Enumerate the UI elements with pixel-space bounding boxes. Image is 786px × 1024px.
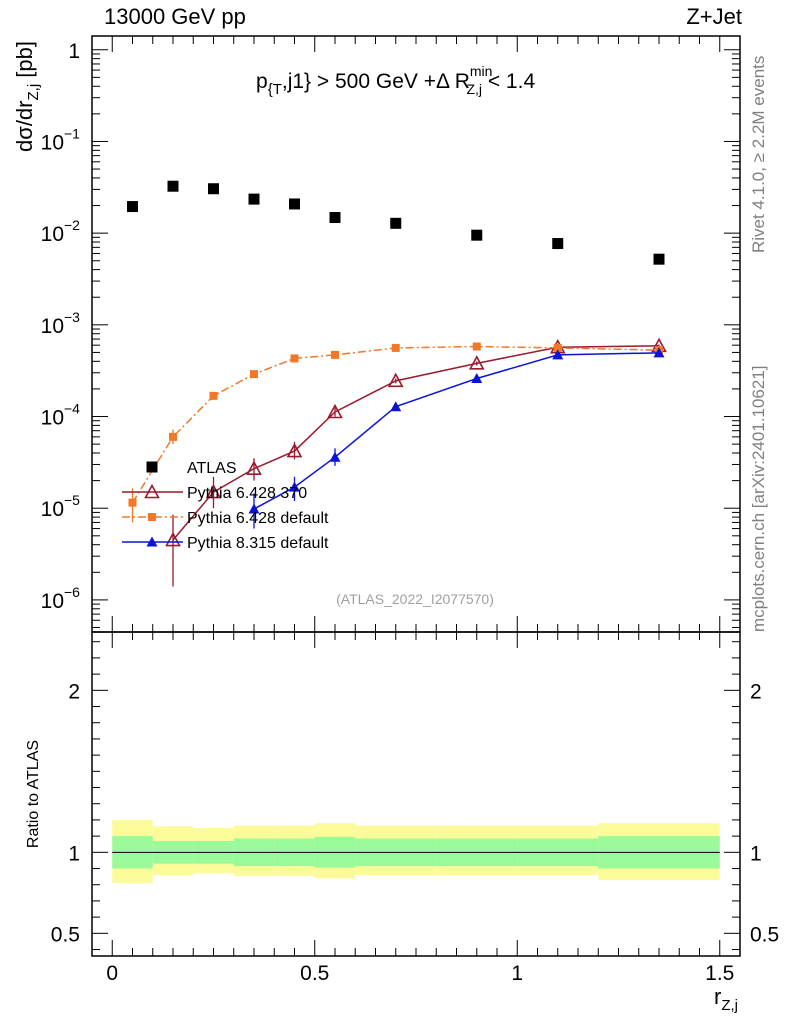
y-tick-label: 10 — [41, 590, 64, 613]
ratio-y-tick-label: 1 — [68, 842, 80, 865]
y-tick-exponent: −3 — [64, 309, 80, 325]
series-1 — [165, 337, 667, 587]
series-3 — [248, 347, 665, 529]
y-tick-exponent: −6 — [64, 584, 80, 600]
data-point — [653, 253, 665, 265]
y-tick-label: 1 — [68, 40, 80, 63]
y-tick-label: 10 — [41, 223, 64, 246]
x-tick-label: 1.5 — [705, 962, 734, 985]
data-point — [208, 183, 219, 195]
ratio-y-tick-label-right: 1 — [750, 842, 762, 865]
analysis-watermark: (ATLAS_2022_I2077570) — [336, 591, 494, 607]
data-point — [169, 432, 177, 441]
y-tick-label: 10 — [41, 407, 64, 430]
y-tick-label: 10 — [41, 131, 64, 154]
data-point — [205, 483, 222, 499]
legend-marker — [146, 536, 158, 547]
data-point — [471, 229, 483, 241]
data-point — [653, 347, 665, 358]
x-tick-label: 1 — [511, 962, 523, 985]
y-tick-exponent: −4 — [64, 401, 80, 417]
plot-title: p{T,j1} > 500 GeV +Δ Rmin Z,j < 1.4 — [256, 63, 535, 98]
legend-marker — [144, 483, 160, 499]
ratio-y-tick-label: 0.5 — [51, 923, 80, 946]
legend-entry: Pythia 6.428 default — [122, 510, 329, 527]
data-point — [468, 355, 485, 370]
data-point — [472, 342, 481, 351]
y-tick-label: 10 — [41, 498, 64, 521]
data-point — [248, 193, 260, 205]
data-point — [165, 531, 181, 547]
data-point — [128, 498, 137, 507]
series-line — [131, 345, 660, 504]
y-tick-exponent: −1 — [64, 125, 80, 141]
legend-label: Pythia 8.315 default — [187, 535, 329, 552]
data-point — [290, 354, 299, 363]
legend: ATLAS Pythia 6.428 370 Pythia 6.428 defaul… — [122, 460, 329, 552]
x-tick-label: 0 — [106, 962, 118, 985]
data-point — [329, 451, 341, 462]
data-point — [329, 212, 341, 224]
legend-entry: ATLAS — [146, 460, 237, 477]
x-tick-label: 0.5 — [300, 962, 329, 985]
legend-marker — [146, 461, 158, 473]
legend-entry: Pythia 8.315 default — [122, 535, 329, 552]
y-tick-exponent: −2 — [64, 217, 80, 233]
data-point — [552, 238, 564, 250]
x-axis-label: rZ,j — [714, 984, 738, 1014]
ratio-y-tick-label-right: 2 — [750, 680, 762, 703]
legend-label: Pythia 6.428 default — [187, 510, 329, 527]
data-point — [127, 201, 138, 213]
data-point — [289, 198, 300, 210]
main-series — [127, 180, 667, 587]
data-point — [331, 350, 339, 359]
legend-label: Pythia 6.428 370 — [187, 485, 307, 502]
header-left: 13000 GeV pp — [104, 4, 246, 29]
y-axis-label: dσ/drZ,j [pb] — [12, 41, 42, 152]
data-point — [390, 401, 402, 412]
legend-marker — [148, 513, 156, 521]
y-tick-exponent: −5 — [64, 492, 80, 508]
legend-label: ATLAS — [187, 460, 237, 477]
ratio-y-tick-label: 2 — [68, 680, 80, 703]
data-point — [387, 372, 404, 388]
y-tick-label: 10 — [41, 315, 64, 338]
data-point — [246, 460, 262, 475]
data-point — [250, 370, 258, 379]
data-point — [553, 343, 562, 352]
data-point — [289, 481, 300, 492]
labels: 110 −110 −210 −310 −410 −510 −62 21 10.5 0.50 0.5 1… — [12, 40, 779, 1014]
header-right: Z+Jet — [686, 4, 742, 29]
legend-entry: Pythia 6.428 370 — [122, 483, 307, 502]
data-point — [391, 343, 400, 352]
data-point — [327, 403, 343, 419]
data-point — [167, 180, 179, 192]
series-0 — [127, 180, 665, 265]
data-point — [471, 372, 483, 383]
ratio-y-axis-label: Ratio to ATLAS — [25, 740, 42, 848]
data-point — [286, 442, 303, 458]
ratio-y-tick-label-right: 0.5 — [750, 923, 779, 946]
axes — [91, 35, 741, 957]
data-point — [248, 503, 260, 514]
data-point — [390, 217, 402, 229]
data-point — [209, 391, 218, 400]
data-point — [552, 349, 564, 360]
ratio-bands — [112, 819, 720, 884]
ratio-frame — [91, 631, 741, 957]
